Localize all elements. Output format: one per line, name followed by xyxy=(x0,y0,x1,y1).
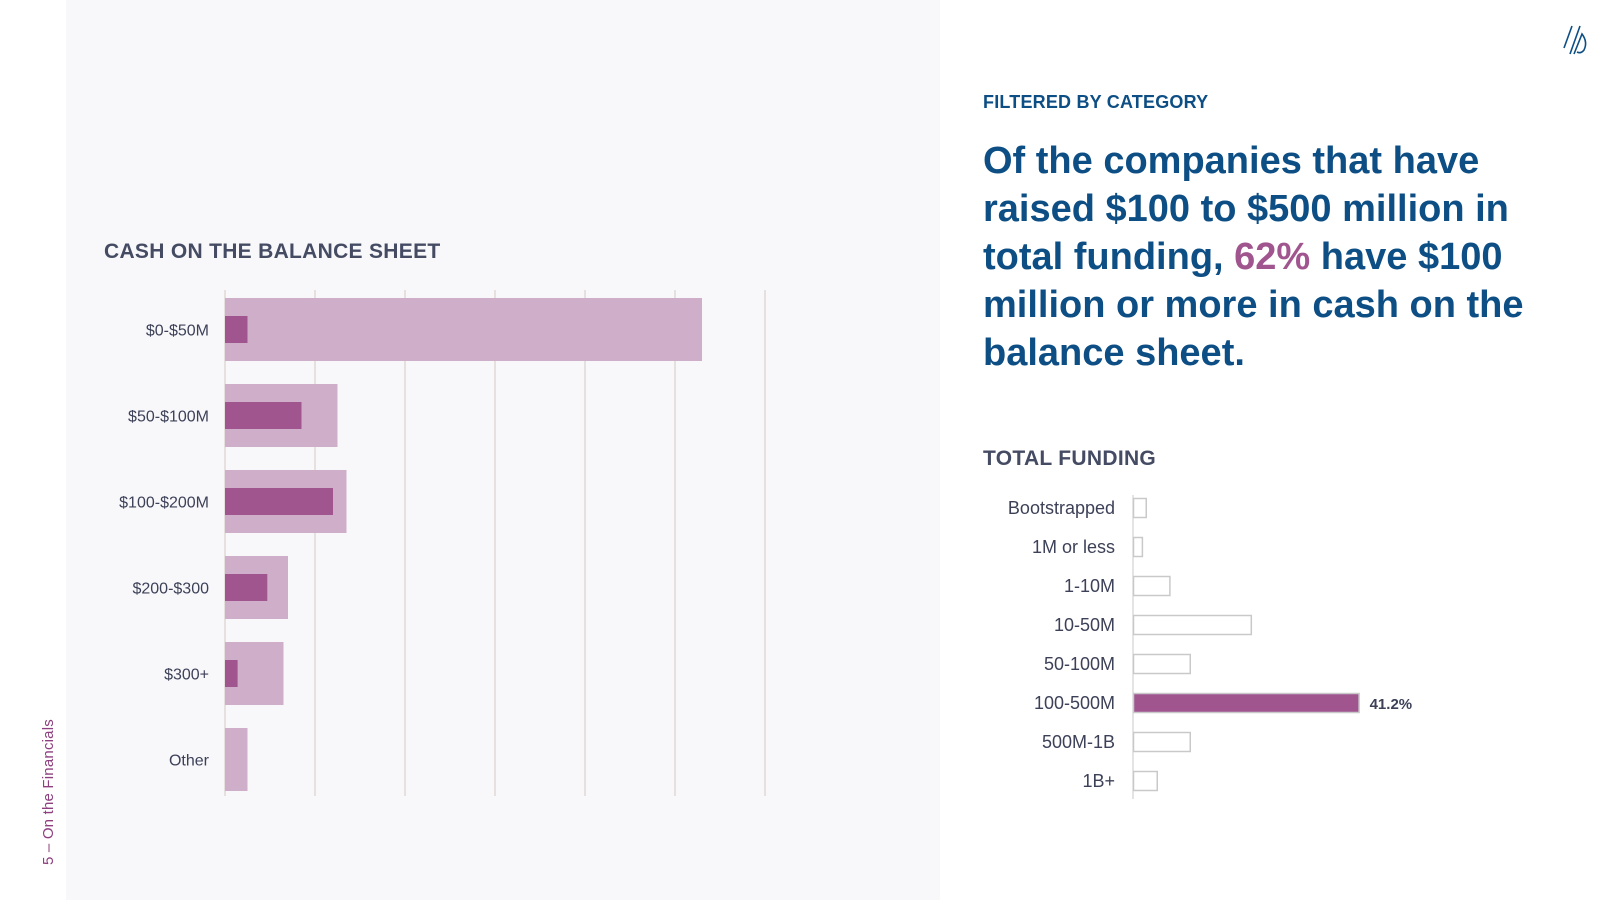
funding-category-label: 10-50M xyxy=(1054,615,1115,635)
bar-filtered-0-50m xyxy=(225,316,248,343)
headline-text-end: have $100 million or more in cash on the… xyxy=(983,236,1524,374)
category-label: $200-$300 xyxy=(132,581,209,598)
funding-category-label: 1-10M xyxy=(1064,576,1115,596)
funding-bar-1m-or-less xyxy=(1132,536,1144,558)
headline: Of the companies that have raised $100 t… xyxy=(983,137,1543,377)
slashes-logo-icon xyxy=(1563,25,1587,55)
cash-chart-title: CASH ON THE BALANCE SHEET xyxy=(104,240,441,263)
total-funding-chart: Bootstrapped 1M or less 1-10M 10-50M 50-100M… xyxy=(1008,495,1413,799)
funding-bar-50-100m xyxy=(1132,653,1191,675)
chart-panel xyxy=(66,0,940,900)
bar-filtered-200-300 xyxy=(225,574,268,601)
category-label: $0-$50M xyxy=(146,323,209,340)
funding-category-label: 100-500M xyxy=(1034,693,1115,713)
funding-category-label: 500M-1B xyxy=(1042,732,1115,752)
bar-filtered-300 xyxy=(225,660,238,687)
bar-filtered-50-100m xyxy=(225,402,302,429)
funding-category-label: 1M or less xyxy=(1032,537,1115,557)
category-label: $100-$200M xyxy=(119,495,209,512)
bar-all-other xyxy=(225,728,248,791)
funding-bar-1b xyxy=(1132,770,1158,792)
category-label: $50-$100M xyxy=(128,409,209,426)
funding-data-label: 41.2% xyxy=(1370,696,1413,713)
bar-all-0-50m xyxy=(225,298,702,361)
funding-bar-500m-1b xyxy=(1132,731,1191,753)
funding-category-label: 50-100M xyxy=(1044,654,1115,674)
headline-accent-percentage: 62% xyxy=(1234,236,1311,278)
funding-category-label: Bootstrapped xyxy=(1008,498,1115,518)
section-label: 5 – On the Financials xyxy=(40,719,57,865)
funding-bar-1-10m xyxy=(1132,575,1171,597)
filter-label: FILTERED BY CATEGORY xyxy=(983,92,1209,112)
funding-bar-100-500m xyxy=(1132,692,1360,714)
funding-bar-10-50m xyxy=(1132,614,1253,636)
bar-filtered-100-200m xyxy=(225,488,333,515)
funding-bar-bootstrapped xyxy=(1132,497,1147,519)
cash-balance-chart: $0-$50M $50-$100M $100-$200M $200-$300 $300+… xyxy=(119,290,766,796)
funding-category-label: 1B+ xyxy=(1082,771,1115,791)
category-label: Other xyxy=(169,753,210,770)
category-label: $300+ xyxy=(164,667,209,684)
headline-text-start: Of the companies that have raised $100 t… xyxy=(983,140,1509,278)
funding-chart-title: TOTAL FUNDING xyxy=(983,447,1157,470)
